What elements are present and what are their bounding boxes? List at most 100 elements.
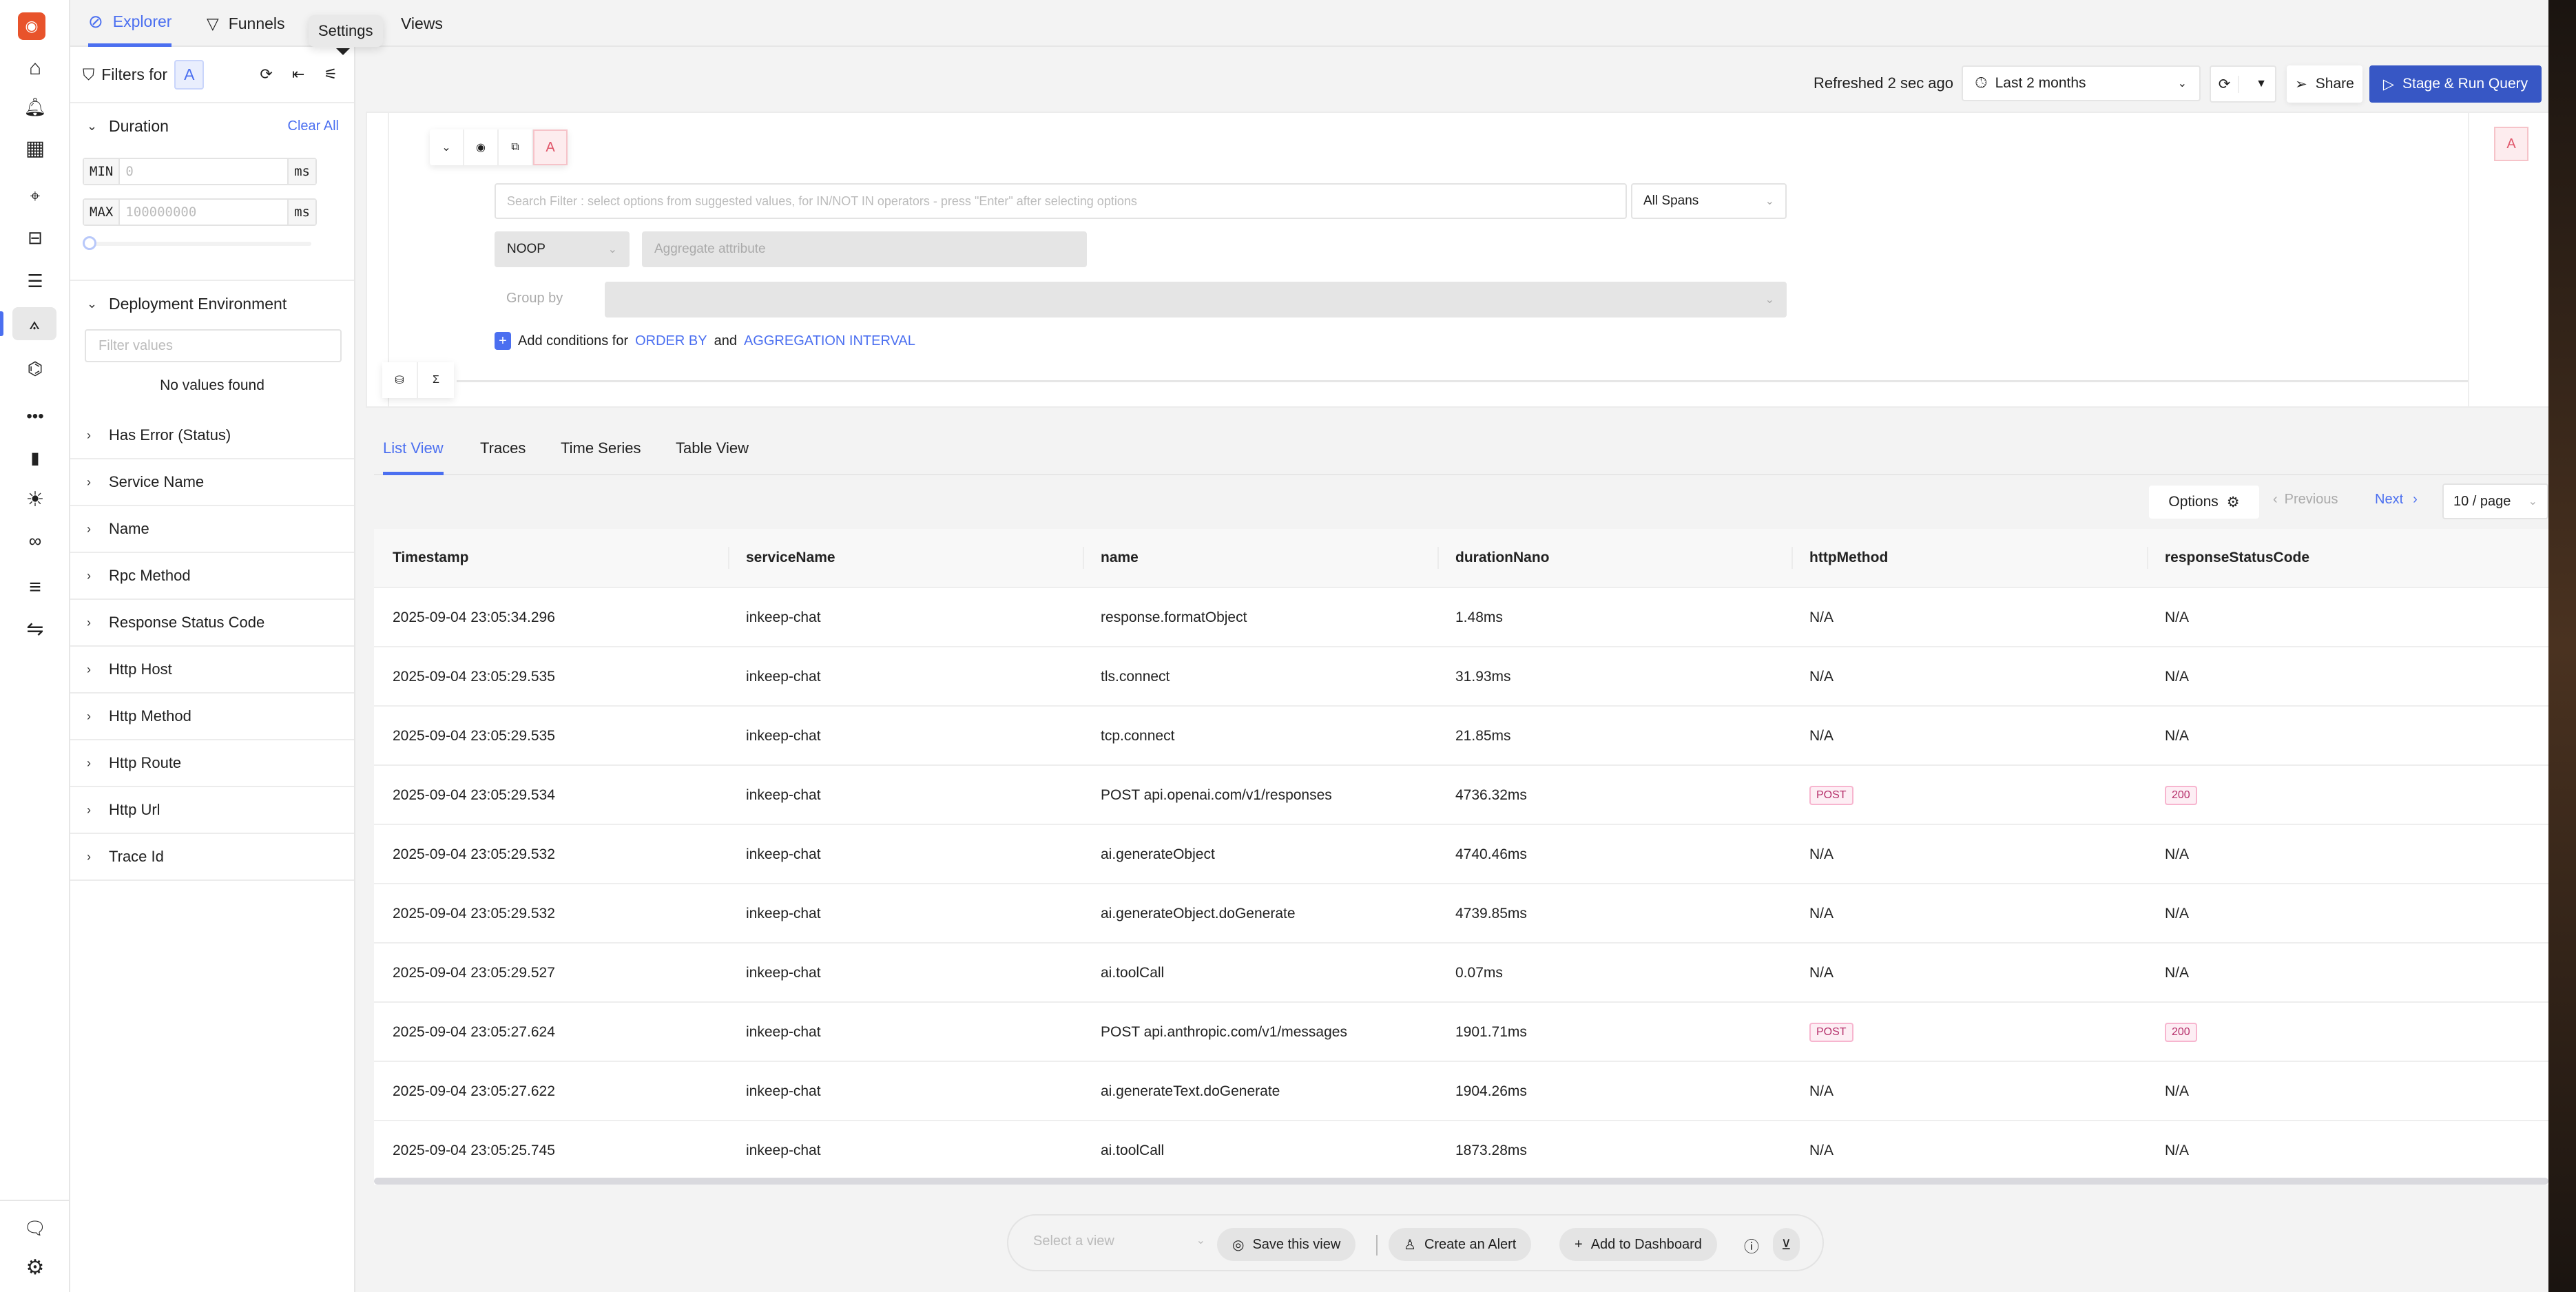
caret-down-icon[interactable]: ▼ — [2256, 78, 2267, 90]
duration-min-field[interactable]: MIN 0 ms — [83, 158, 317, 185]
table-row[interactable]: 2025-09-04 23:05:29.535 inkeep-chat tls.co… — [374, 646, 2548, 705]
query-badge[interactable]: A — [174, 59, 205, 90]
query-list-badge[interactable]: A — [2494, 127, 2528, 161]
select-view-dropdown[interactable]: Select a view ⌄ — [1033, 1233, 1205, 1249]
options-button[interactable]: Options ⚙ — [2149, 486, 2259, 519]
aggregate-attribute-input[interactable]: Aggregate attribute — [642, 231, 1087, 267]
tab-explorer[interactable]: ⊘ Explorer — [88, 0, 172, 47]
cell-durationnano: 4736.32ms — [1455, 787, 1527, 803]
table-row[interactable]: 2025-09-04 23:05:29.535 inkeep-chat tcp.co… — [374, 705, 2548, 764]
share-button[interactable]: ➢ Share — [2287, 65, 2362, 103]
refresh-icon[interactable]: ⟳ — [260, 65, 273, 83]
tab-funnels[interactable]: ▽ Funnels — [207, 14, 285, 32]
logs-icon[interactable]: ☰ — [27, 270, 43, 291]
duration-section-header[interactable]: ⌄ Duration Clear All — [87, 117, 339, 135]
filter-section-http-route[interactable]: › Http Route — [70, 740, 354, 787]
plus-icon[interactable]: + — [495, 332, 511, 350]
filter-section-service-name[interactable]: › Service Name — [70, 459, 354, 506]
column-header-name[interactable]: name — [1101, 550, 1139, 565]
page-size-select[interactable]: 10 / page ⌄ — [2442, 483, 2548, 519]
dashboards-icon[interactable]: ▦ — [25, 136, 45, 160]
column-header-httpmethod[interactable]: httpMethod — [1809, 550, 1889, 565]
services-icon[interactable]: ⌬ — [27, 357, 43, 379]
previous-button[interactable]: ‹ Previous — [2273, 492, 2338, 507]
table-row[interactable]: 2025-09-04 23:05:29.534 inkeep-chat POST a… — [374, 764, 2548, 824]
tab-traces[interactable]: Traces — [480, 439, 526, 457]
query-name-badge[interactable]: A — [533, 129, 568, 165]
filter-section-http-host[interactable]: › Http Host — [70, 647, 354, 694]
home-icon[interactable]: ⌂ — [28, 56, 42, 79]
table-row[interactable]: 2025-09-04 23:05:29.532 inkeep-chat ai.gen… — [374, 824, 2548, 883]
deployment-env-header[interactable]: ⌄ Deployment Environment — [87, 295, 287, 313]
column-header-timestamp[interactable]: Timestamp — [393, 550, 469, 565]
export-icon[interactable]: ⊻ — [1773, 1228, 1800, 1261]
filter-section-trace-id[interactable]: › Trace Id — [70, 834, 354, 881]
collapse-query-icon[interactable]: ⌄ — [430, 129, 464, 165]
filter-section-name[interactable]: › Name — [70, 506, 354, 553]
horizontal-scrollbar[interactable] — [374, 1178, 2548, 1185]
chevron-right-icon: › — [87, 709, 91, 723]
database-icon[interactable]: ⛁ — [382, 362, 418, 398]
chevron-down-icon: ⌄ — [1196, 1235, 1205, 1247]
time-range-select[interactable]: 🕓︎ Last 2 months ⌄ — [1962, 65, 2201, 101]
copy-icon[interactable]: ⧉ — [499, 129, 533, 165]
aggregation-interval-link[interactable]: AGGREGATION INTERVAL — [743, 333, 915, 348]
ai-cursor-icon[interactable]: ⌖ — [30, 185, 41, 206]
cell-name: response.formatObject — [1101, 609, 1247, 625]
metrics-icon[interactable]: ▮ — [30, 448, 40, 468]
eye-icon[interactable]: ◉ — [464, 129, 499, 165]
table-row[interactable]: 2025-09-04 23:05:25.745 inkeep-chat ai.too… — [374, 1120, 2548, 1179]
explore-icon[interactable]: ∞ — [28, 530, 42, 551]
pipelines-icon[interactable]: ≡ — [29, 576, 41, 598]
table-row[interactable]: 2025-09-04 23:05:27.624 inkeep-chat POST a… — [374, 1001, 2548, 1061]
settings-icon[interactable]: ⚙ — [25, 1255, 45, 1279]
next-button[interactable]: Next › — [2375, 492, 2418, 507]
column-header-servicename[interactable]: serviceName — [746, 550, 835, 565]
search-filter-input[interactable]: Search Filter : select options from sugg… — [495, 183, 1627, 219]
cell-responsestatuscode: 200 — [2165, 766, 2197, 825]
exceptions-icon[interactable]: ☀ — [25, 488, 45, 511]
formula-icon[interactable]: Σ — [433, 374, 439, 386]
table-row[interactable]: 2025-09-04 23:05:29.527 inkeep-chat ai.too… — [374, 942, 2548, 1001]
more-icon[interactable]: ••• — [26, 407, 44, 426]
info-icon[interactable]: ⓘ — [1744, 1238, 1760, 1255]
table-row[interactable]: 2025-09-04 23:05:29.532 inkeep-chat ai.gen… — [374, 883, 2548, 942]
refresh-button[interactable]: ⟳ ▼ — [2210, 65, 2276, 103]
filter-section-http-url[interactable]: › Http Url — [70, 787, 354, 834]
create-alert-button[interactable]: ♙ Create an Alert — [1389, 1228, 1532, 1261]
save-view-button[interactable]: ◎ Save this view — [1217, 1228, 1356, 1261]
integrations-icon[interactable]: ⇋ — [26, 617, 44, 640]
aggregate-operator-select[interactable]: NOOP ⌄ — [495, 231, 630, 267]
order-by-link[interactable]: ORDER BY — [635, 333, 707, 348]
slider-handle[interactable] — [83, 236, 96, 250]
filter-section-http-method[interactable]: › Http Method — [70, 694, 354, 740]
filter-values-input[interactable]: Filter values — [85, 329, 342, 362]
group-by-select[interactable]: ⌄ — [605, 282, 1787, 317]
filter-section-has-error-status[interactable]: › Has Error (Status) — [70, 413, 354, 459]
cell-name: POST api.anthropic.com/v1/messages — [1101, 1024, 1347, 1040]
tab-views[interactable]: Views — [401, 14, 443, 32]
table-row[interactable]: 2025-09-04 23:05:34.296 inkeep-chat respon… — [374, 587, 2548, 646]
spans-select[interactable]: All Spans ⌄ — [1631, 183, 1787, 219]
logo-icon[interactable]: ◉ — [18, 12, 45, 40]
stage-run-query-button[interactable]: ▷ Stage & Run Query — [2369, 65, 2542, 103]
tab-table-view[interactable]: Table View — [676, 439, 749, 457]
traces-explorer-icon[interactable]: ⟑ — [12, 307, 56, 340]
settings-sliders-icon[interactable]: ⚟ — [324, 65, 337, 83]
duration-max-field[interactable]: MAX 100000000 ms — [83, 198, 317, 226]
tab-time-series[interactable]: Time Series — [561, 439, 641, 457]
collapse-icon[interactable]: ⇤ — [291, 65, 305, 83]
feedback-icon[interactable]: 🗨︎ — [23, 1217, 47, 1238]
add-to-dashboard-button[interactable]: + Add to Dashboard — [1559, 1228, 1717, 1261]
clear-all-link[interactable]: Clear All — [287, 118, 339, 134]
tab-list-view[interactable]: List View — [383, 439, 444, 475]
chevron-down-icon: ⌄ — [87, 119, 98, 133]
filter-section-rpc-method[interactable]: › Rpc Method — [70, 553, 354, 600]
infra-icon[interactable]: ⊟ — [28, 227, 43, 248]
filter-section-response-status-code[interactable]: › Response Status Code — [70, 600, 354, 647]
alerts-icon[interactable]: 🔔︎ — [23, 96, 47, 117]
table-row[interactable]: 2025-09-04 23:05:27.622 inkeep-chat ai.gen… — [374, 1061, 2548, 1120]
duration-slider[interactable] — [83, 236, 311, 250]
column-header-durationnano[interactable]: durationNano — [1455, 550, 1550, 565]
column-header-responsestatuscode[interactable]: responseStatusCode — [2165, 550, 2310, 565]
